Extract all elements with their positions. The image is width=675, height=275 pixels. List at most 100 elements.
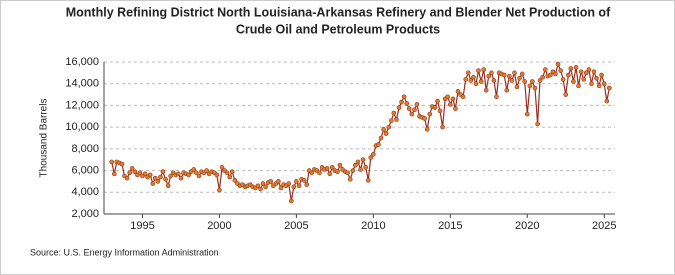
data-point [301,178,307,183]
x-tick-label: 2015 [438,220,462,232]
data-point [542,67,548,72]
data-point [255,183,261,189]
data-point [129,166,135,171]
data-point [158,174,163,180]
data-point [445,94,450,100]
data-point [152,175,158,181]
data-point [473,81,479,87]
y-tick-label: 4,000 [71,186,99,198]
data-point [578,69,584,75]
data-point [432,105,438,110]
data-point [527,83,533,89]
x-tick-label: 2010 [361,220,385,232]
source-note: Source: U.S. Energy Information Administ… [30,247,219,257]
data-point [422,116,427,121]
data-point [309,170,315,176]
data-point [350,168,356,173]
data-point [601,81,607,87]
data-point [178,175,184,181]
x-tick-label: 1995 [130,220,154,232]
data-point [571,79,576,84]
x-tick-label: 2020 [515,220,539,232]
data-point [435,98,440,104]
data-point [160,169,166,174]
data-point [478,79,484,84]
data-point [594,75,599,81]
data-point [132,169,138,174]
data-point [524,111,530,117]
chart-title: Crude Oil and Petroleum Products [236,22,440,36]
y-tick-label: 14,000 [65,78,99,90]
data-point [394,117,399,122]
data-point [440,124,445,130]
data-point [289,198,294,204]
data-point [347,176,353,182]
data-point [596,83,602,89]
data-point [142,171,148,177]
data-point [217,187,222,193]
data-point [324,166,330,171]
data-point [317,170,322,176]
data-point [576,83,581,89]
data-point [155,179,161,184]
x-tick-label: 2000 [207,220,231,232]
data-point [304,182,310,187]
data-point [509,78,515,83]
data-point [481,67,487,72]
data-point [263,184,268,190]
data-point [460,94,466,100]
data-point [453,106,458,111]
y-tick-label: 12,000 [65,99,99,111]
data-point [381,127,386,132]
data-point [491,78,497,83]
data-point [124,175,130,181]
data-point [112,171,117,177]
data-point [286,181,291,186]
data-point [329,165,335,170]
data-point [376,142,381,147]
data-point [214,172,220,178]
data-point [586,67,592,72]
data-point [371,151,376,157]
data-point [568,66,574,71]
data-point [191,167,197,172]
data-point [540,74,545,80]
data-point [163,176,168,182]
data-point [494,94,499,100]
data-point [404,100,410,106]
data-point [229,169,235,174]
data-point [137,170,143,176]
data-point [396,105,402,110]
data-point [260,181,266,186]
data-point [204,168,209,173]
data-point [219,165,225,170]
data-point [519,71,525,77]
data-point [424,127,430,132]
data-point [532,85,538,91]
data-point [530,79,535,84]
data-point [291,184,297,190]
data-point [109,159,114,165]
data-point [537,78,543,83]
data-point [483,87,489,93]
data-point [501,72,507,78]
x-tick-label: 2025 [592,220,616,232]
data-point [553,71,558,77]
data-point [427,111,433,117]
data-point [437,108,443,114]
data-point [401,94,407,100]
data-point [406,106,412,111]
data-point [489,70,494,76]
data-point [391,110,397,116]
data-point [607,85,612,91]
data-point [168,173,173,179]
data-point [599,72,604,78]
data-point [486,73,492,79]
data-point [604,98,610,104]
data-point [127,170,133,176]
data-point [278,185,284,191]
data-point [589,81,594,87]
data-point [365,178,371,183]
data-point [337,162,343,168]
